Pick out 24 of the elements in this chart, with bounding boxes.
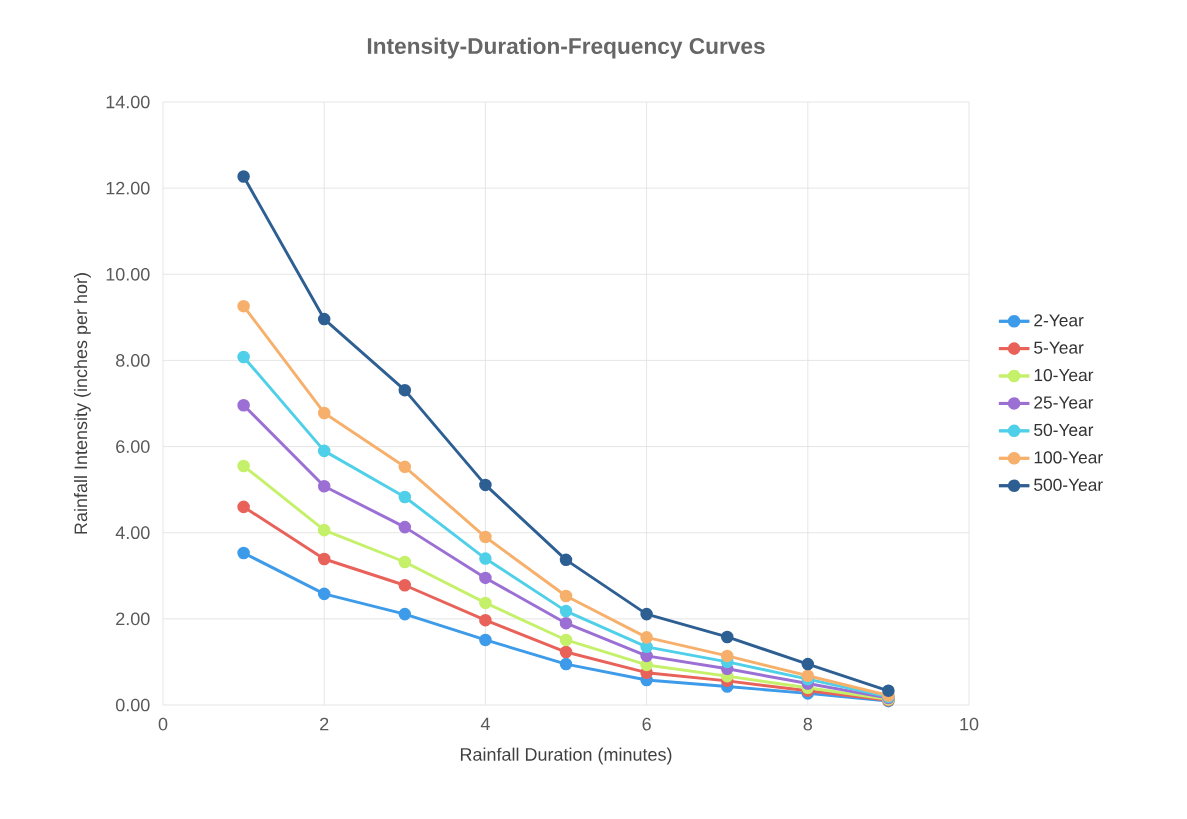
x-tick-label: 10 [960, 717, 979, 731]
legend-label: 500-Year [1034, 478, 1103, 491]
x-tick-label: 6 [642, 717, 651, 731]
x-tick-label: 2 [320, 717, 329, 731]
y-tick-label: 2.00 [116, 612, 150, 626]
y-tick-label: 6.00 [116, 440, 150, 453]
x-tick-label: 8 [803, 717, 813, 731]
legend-label: 25-Year [1034, 396, 1094, 409]
legend-label: 50-Year [1034, 423, 1094, 437]
x-tick-label: 4 [480, 717, 490, 731]
y-tick-label: 4.00 [115, 526, 150, 540]
y-tick-label: 0.00 [115, 698, 150, 712]
y-tick-label: 10.00 [106, 267, 150, 281]
legend-label: 5-Year [1034, 341, 1084, 354]
legend-label: 10-Year [1034, 368, 1094, 382]
legend-label: 100-Year [1034, 451, 1103, 464]
y-tick-label: 12.00 [106, 181, 150, 195]
y-axis-title: Rainfall Intensity (inches per hor) [73, 273, 91, 534]
y-tick-label: 14.00 [106, 95, 150, 109]
chart-title: Intensity-Duration-Frequency Curves [367, 37, 765, 59]
legend-label: 2-Year [1034, 314, 1084, 327]
y-tick-label: 8.00 [116, 354, 150, 367]
x-axis-title: Rainfall Duration (minutes) [460, 747, 672, 765]
x-tick-label: 0 [158, 717, 168, 731]
